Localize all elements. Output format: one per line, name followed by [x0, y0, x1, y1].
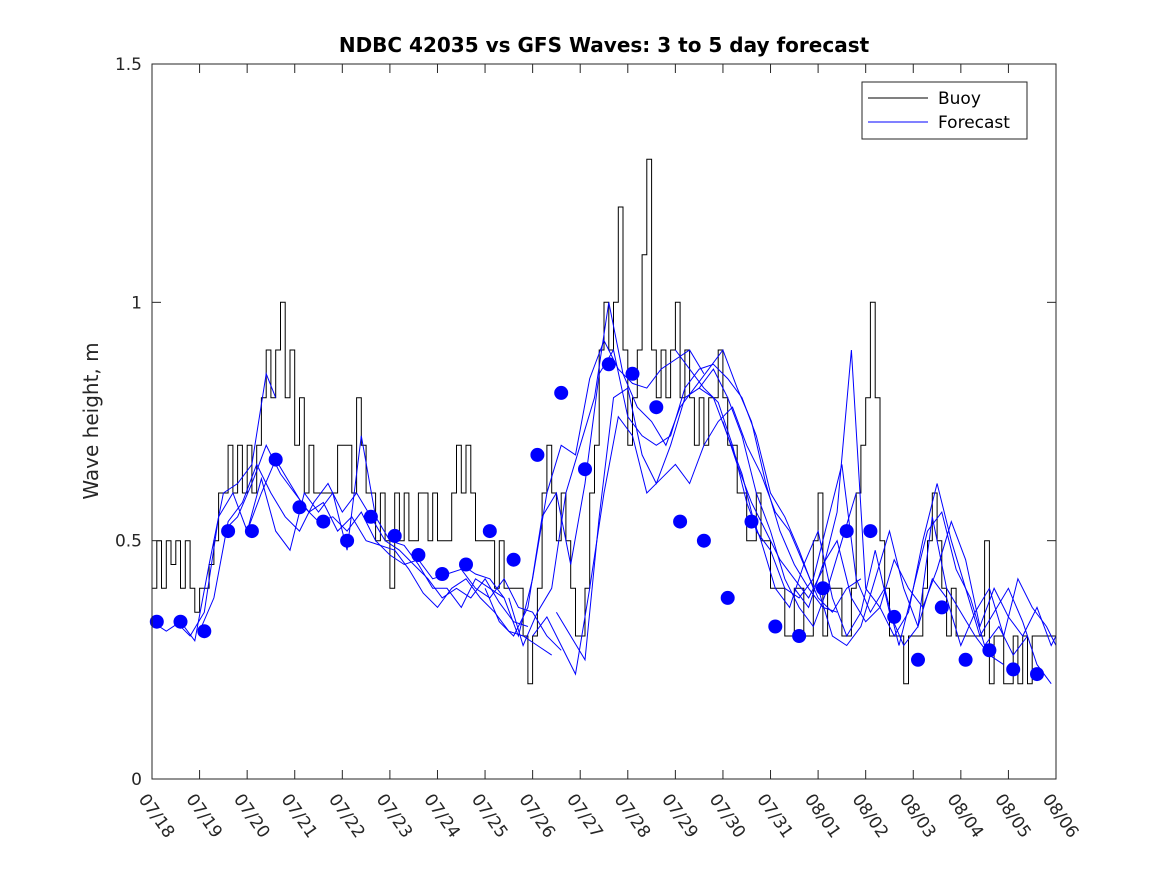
- plot-area: [152, 64, 1056, 779]
- forecast-marker-29: [815, 581, 830, 596]
- forecast-marker-4: [221, 524, 236, 539]
- forecast-marker-2: [173, 614, 188, 629]
- forecast-marker-14: [459, 557, 473, 572]
- buoy-line: [152, 158, 1056, 685]
- forecast-line-8: [508, 302, 838, 647]
- forecast-line-5: [246, 458, 562, 651]
- forecast-marker-6: [268, 452, 283, 467]
- forecast-marker-24: [696, 533, 711, 548]
- series-layer: [149, 158, 1057, 685]
- forecast-marker-15: [482, 524, 497, 539]
- forecast-marker-9: [340, 533, 355, 548]
- y-tick-label: 0: [131, 770, 142, 790]
- forecast-marker-35: [958, 652, 973, 667]
- forecast-line-10: [555, 368, 857, 662]
- forecast-marker-36: [982, 643, 997, 658]
- forecast-marker-33: [911, 652, 925, 667]
- forecast-marker-37: [1006, 662, 1021, 677]
- forecast-line-11: [674, 349, 1004, 666]
- forecast-marker-18: [554, 385, 569, 400]
- forecast-marker-22: [649, 400, 664, 415]
- forecast-marker-32: [887, 609, 902, 624]
- y-axis-label: Wave height, m: [79, 342, 103, 499]
- legend-box: [861, 81, 1028, 140]
- forecast-marker-34: [934, 600, 949, 615]
- legend: Buoy Forecast: [861, 81, 1028, 140]
- forecast-marker-31: [863, 524, 878, 539]
- y-tick-label: 1.5: [115, 55, 142, 75]
- forecast-marker-26: [744, 514, 759, 529]
- forecast-marker-23: [673, 514, 688, 529]
- axes-box: [151, 63, 1057, 780]
- forecast-line-7: [484, 348, 814, 637]
- chart-title: NDBC 42035 vs GFS Waves: 3 to 5 day fore…: [339, 33, 870, 57]
- legend-forecast-label: Forecast: [938, 113, 1010, 133]
- forecast-marker-11: [387, 528, 402, 543]
- forecast-line-3: [199, 463, 529, 632]
- forecast-marker-38: [1030, 667, 1044, 682]
- forecast-marker-16: [506, 552, 521, 567]
- forecast-line-15: [817, 529, 1057, 647]
- forecast-marker-19: [578, 462, 592, 477]
- forecast-line-1: [151, 371, 277, 643]
- legend-buoy-label: Buoy: [938, 89, 981, 109]
- forecast-marker-7: [292, 500, 307, 515]
- forecast-marker-12: [411, 548, 426, 562]
- forecast-marker-28: [792, 629, 807, 643]
- forecast-marker-21: [625, 366, 640, 381]
- forecast-marker-10: [363, 509, 378, 524]
- forecast-marker-8: [316, 514, 331, 529]
- y-tick-label: 0.5: [115, 532, 142, 552]
- forecast-marker-25: [720, 590, 735, 605]
- forecast-line-9: [532, 406, 862, 676]
- forecast-line-6: [461, 339, 705, 638]
- forecast-marker-20: [601, 357, 616, 372]
- forecast-marker-17: [530, 447, 545, 462]
- forecast-line-13: [722, 349, 1052, 684]
- forecast-marker-1: [149, 614, 164, 629]
- forecast-marker-5: [244, 524, 259, 539]
- forecast-marker-13: [435, 567, 450, 581]
- y-tick-label: 1: [131, 293, 142, 313]
- forecast-marker-27: [768, 619, 783, 634]
- forecast-marker-3: [197, 624, 212, 639]
- forecast-marker-30: [839, 524, 854, 539]
